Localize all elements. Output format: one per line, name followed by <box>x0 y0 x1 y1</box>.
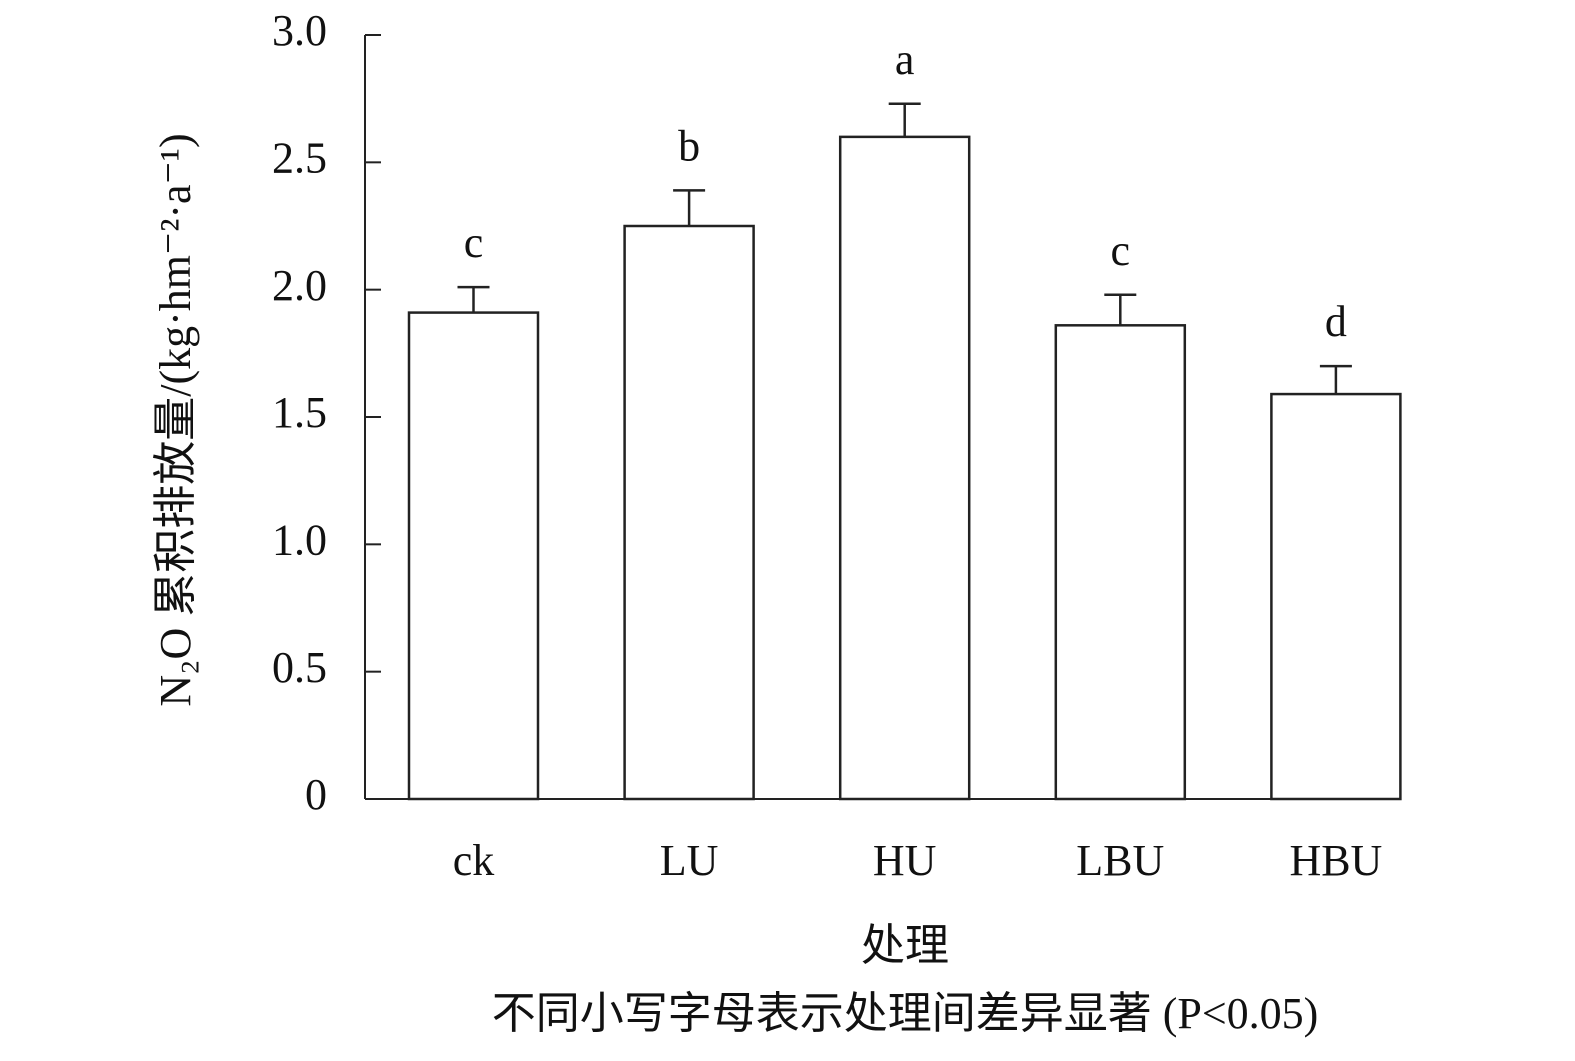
x-axis-label: 处理 <box>861 921 949 970</box>
x-tick-label: HBU <box>1289 836 1382 885</box>
significance-letter: c <box>1111 226 1131 275</box>
note: 不同小写字母表示处理间差异显著 (P<0.05) <box>492 989 1319 1038</box>
significance-letter: b <box>678 121 700 170</box>
x-tick-label: ck <box>453 836 495 885</box>
y-axis-label: N₂O 累积排放量/(kg·hm⁻²·a⁻¹) <box>151 133 200 706</box>
x-tick-label: LBU <box>1076 836 1164 885</box>
y-tick-label: 1.5 <box>272 388 327 437</box>
y-tick-label: 0.5 <box>272 643 327 692</box>
significance-letter: a <box>895 35 915 84</box>
y-tick-label: 2.0 <box>272 261 327 310</box>
bar <box>407 311 540 801</box>
y-tick-label: 1.0 <box>272 515 327 564</box>
bar <box>1054 324 1187 801</box>
x-tick-label: HU <box>873 836 937 885</box>
bar <box>1270 392 1402 801</box>
y-tick-label: 3.0 <box>272 6 327 55</box>
y-tick-label: 0 <box>305 770 327 819</box>
x-tick-label: LU <box>660 836 719 885</box>
bar <box>838 135 971 801</box>
bar <box>623 224 755 801</box>
y-tick-label: 2.5 <box>272 133 327 182</box>
significance-letter: d <box>1325 297 1347 346</box>
significance-letter: c <box>464 218 484 267</box>
